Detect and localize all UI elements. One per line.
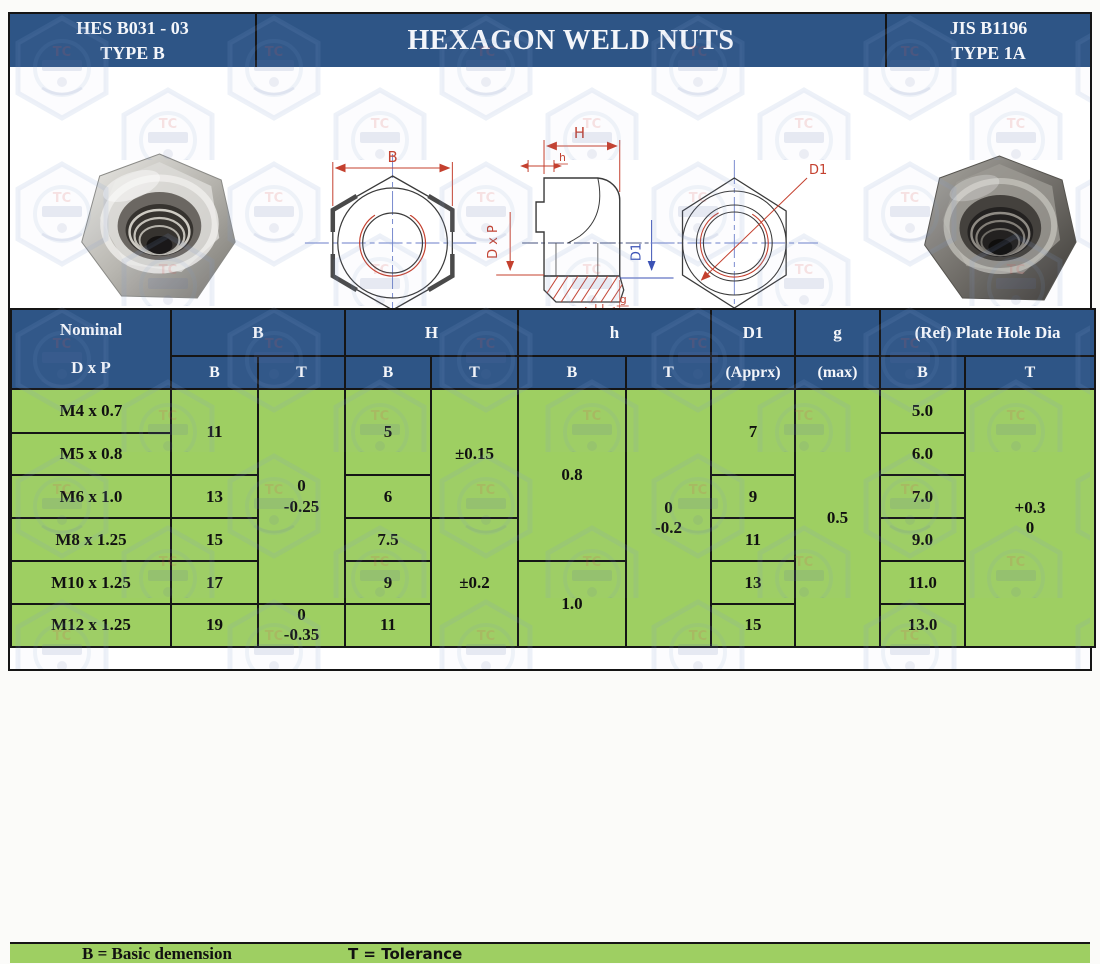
subhead-hl-tol: T	[625, 355, 713, 391]
standard-ref-left-line2: TYPE B	[100, 42, 165, 63]
dim-d1-side-label: D1	[630, 243, 645, 261]
dim-b-label: B	[387, 148, 397, 166]
g-max-value: 0.5	[794, 388, 882, 648]
standard-ref-left-line1: HES B031 - 03	[76, 18, 189, 39]
m12-d1: 15	[710, 602, 797, 649]
colhead-h-upper: H	[343, 307, 520, 358]
weld-nut-photo-left	[81, 153, 236, 299]
hl-tol: 0 -0.2	[625, 388, 713, 648]
colhead-d1: D1	[710, 307, 797, 358]
colhead-nominal-line2: D x P	[71, 358, 111, 378]
m4-b-basic: 11	[170, 388, 259, 476]
m12-plate-basic: 13.0	[879, 602, 967, 649]
hl-basic-lower: 1.0	[517, 560, 628, 648]
m8-label: M8 x 1.25	[10, 517, 172, 563]
legend-bar: B = Basic demension T = Tolerance	[10, 942, 1090, 963]
standard-ref-right: JIS B1196 TYPE 1A	[885, 14, 1090, 67]
colhead-plate-hole: (Ref) Plate Hole Dia	[879, 307, 1097, 358]
m4-h-basic: 5	[344, 388, 432, 476]
subhead-plate-basic: B	[879, 355, 967, 391]
b-tol-upper: 0 -0.25	[257, 388, 346, 605]
dim-d1-top-label: D1	[809, 163, 827, 178]
m4-d1: 7	[710, 388, 797, 476]
spec-sheet: HES B031 - 03 TYPE B HEXAGON WELD NUTS J…	[8, 12, 1097, 963]
m12-label: M12 x 1.25	[10, 602, 172, 649]
standard-ref-left: HES B031 - 03 TYPE B	[10, 14, 257, 67]
m12-b-basic: 19	[170, 602, 259, 649]
m12-h-basic: 11	[344, 602, 432, 649]
m6-d1: 9	[710, 473, 797, 520]
front-view-drawing: B	[304, 148, 481, 332]
subhead-hl-basic: B	[517, 355, 628, 391]
dim-h-small-label: h	[559, 151, 566, 164]
m10-h-basic: 9	[344, 560, 432, 605]
subhead-b-tol: T	[257, 355, 346, 391]
legend-tolerance: T = Tolerance	[347, 944, 463, 963]
m8-plate-basic: 9.0	[879, 517, 967, 563]
colhead-nominal: Nominal D x P	[10, 307, 172, 391]
subhead-d1-apprx: (Apprx)	[710, 355, 797, 391]
standard-ref-right-line2: TYPE 1A	[951, 42, 1026, 63]
page-title: HEXAGON WELD NUTS	[407, 24, 735, 56]
m10-b-basic: 17	[170, 560, 259, 605]
thread-spec-label: D x P	[486, 225, 501, 259]
m10-d1: 13	[710, 560, 797, 605]
sheet-header: HES B031 - 03 TYPE B HEXAGON WELD NUTS J…	[10, 14, 1090, 67]
m6-h-basic: 6	[344, 473, 432, 520]
m5-plate-basic: 6.0	[879, 431, 967, 476]
m4-label: M4 x 0.7	[10, 388, 172, 434]
m4-plate-basic: 5.0	[879, 388, 967, 434]
top-view-drawing: D1	[650, 160, 827, 326]
plate-tol: +0.3 0	[964, 388, 1097, 648]
m5-label: M5 x 0.8	[10, 431, 172, 476]
b-tol-lower: 0 -0.35	[257, 602, 346, 649]
m6-plate-basic: 7.0	[879, 473, 967, 520]
table-row-m4: M4 x 0.7 11 0 -0.25 5 ±0.15 0.8 0 -0.2 7…	[10, 388, 1097, 648]
dim-g-label: g	[620, 293, 627, 306]
colhead-g: g	[794, 307, 882, 358]
h-tol-lower: ±0.2	[429, 517, 520, 648]
subhead-h-basic: B	[344, 355, 432, 391]
table-row-m10: M10 x 1.25 17 9 1.0 13 11.0	[10, 560, 1095, 648]
m8-h-basic: 7.5	[344, 517, 432, 563]
weld-nut-photo-right	[924, 155, 1077, 301]
subhead-plate-tol: T	[964, 355, 1097, 391]
m10-plate-basic: 11.0	[879, 560, 967, 605]
colhead-h-lower: h	[517, 307, 713, 358]
subhead-h-tol: T	[429, 355, 520, 391]
colhead-b: B	[170, 307, 346, 358]
h-tol-upper: ±0.15	[429, 388, 520, 520]
table-group-header-row: Nominal D x P B H h D1 g (Ref) Plate Hol…	[10, 307, 1097, 391]
m6-label: M6 x 1.0	[10, 473, 172, 520]
m8-b-basic: 15	[170, 517, 259, 563]
m10-label: M10 x 1.25	[10, 560, 172, 605]
colhead-nominal-line1: Nominal	[59, 320, 123, 340]
dim-h-cap-label: H	[574, 124, 585, 142]
legend-basic-dimension: B = Basic demension	[82, 943, 232, 963]
hl-basic-upper: 0.8	[517, 388, 628, 563]
standard-ref-right-line1: JIS B1196	[949, 18, 1028, 39]
subhead-b-basic: B	[170, 355, 259, 391]
subhead-g-max: (max)	[794, 355, 882, 391]
m8-d1: 11	[710, 517, 797, 563]
m6-b-basic: 13	[170, 473, 259, 520]
dimension-table: Nominal D x P B H h D1 g (Ref) Plate Hol…	[10, 307, 1097, 649]
table-sub-header-row: B T B T B T (Apprx) (max) B T	[11, 355, 1097, 391]
